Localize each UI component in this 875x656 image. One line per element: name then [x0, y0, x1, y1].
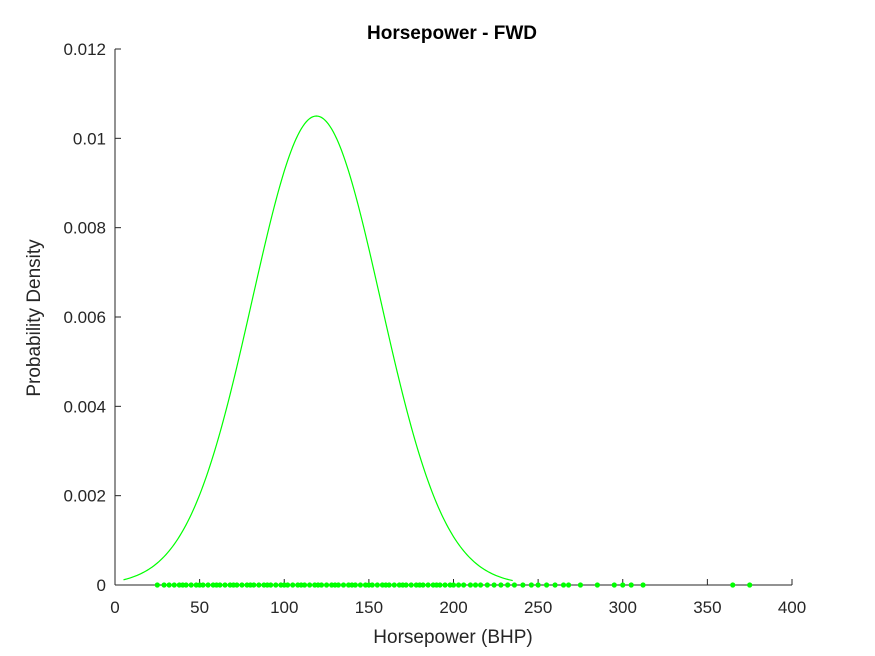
observation-point [161, 582, 167, 588]
x-tick-label: 250 [524, 598, 552, 617]
observation-point [357, 582, 364, 588]
observation-point [628, 582, 634, 588]
x-tick-label: 100 [270, 598, 298, 617]
y-tick-label: 0.01 [73, 129, 106, 148]
observation-point [640, 582, 646, 588]
x-tick-label: 0 [110, 598, 119, 617]
observation-point [268, 582, 274, 588]
observation-point [290, 582, 296, 588]
observation-point [528, 582, 534, 588]
observation-point [386, 582, 392, 588]
observation-point [747, 582, 753, 588]
observation-point [472, 582, 479, 588]
observation-point [594, 582, 600, 588]
observation-point [273, 582, 279, 588]
observation-point [323, 582, 330, 588]
observation-point [205, 582, 211, 588]
observation-point [352, 582, 358, 588]
observation-point [374, 582, 380, 588]
observation-point [560, 582, 567, 588]
observation-point [450, 582, 457, 588]
chart-marks [123, 115, 753, 588]
observation-point [408, 582, 414, 588]
observation-point [335, 582, 342, 588]
y-tick-label: 0.002 [63, 487, 106, 506]
observation-point [285, 582, 291, 588]
observation-point [154, 582, 160, 588]
pdf-curve [123, 115, 513, 582]
observation-point [467, 582, 474, 588]
observation-point [171, 582, 177, 588]
observation-point [498, 582, 504, 588]
observation-point [403, 582, 409, 588]
y-axis-label: Probability Density [24, 239, 45, 397]
observation-point [420, 582, 426, 588]
observation-point [461, 582, 467, 588]
observation-point [577, 582, 584, 588]
observation-point [505, 582, 511, 588]
x-tick-label: 200 [439, 598, 467, 617]
observation-point [730, 582, 736, 588]
y-tick-label: 0.012 [63, 40, 106, 59]
observation-point [256, 582, 262, 588]
y-tick-label: 0 [97, 576, 106, 595]
observation-point [565, 582, 572, 588]
observation-point [620, 582, 626, 588]
x-tick-label: 150 [355, 598, 383, 617]
x-tick-label: 50 [190, 598, 209, 617]
y-tick-label: 0.006 [63, 308, 106, 327]
x-tick-label: 400 [778, 598, 806, 617]
observation-point [183, 582, 189, 588]
observation-point [217, 582, 223, 588]
observation-point [535, 582, 541, 588]
observation-point [552, 582, 558, 588]
observation-point [425, 582, 431, 588]
observation-point [437, 582, 443, 588]
observation-point [301, 582, 308, 588]
x-tick-label: 350 [693, 598, 721, 617]
observation-point [200, 582, 206, 588]
observation-point [491, 582, 497, 588]
observation-point [239, 582, 245, 588]
axes: 0 50 100 150 200 250 300 350 400 0 0.002 0.004 0.006… [63, 40, 806, 617]
observation-point [166, 582, 172, 588]
observation-point [455, 582, 462, 588]
observation-point [611, 582, 617, 588]
observation-point [520, 582, 526, 588]
observation-point [222, 582, 228, 588]
observation-point [234, 582, 240, 588]
observation-point [391, 582, 397, 588]
observation-point [369, 582, 375, 588]
observation-point [477, 582, 484, 588]
observation-point [251, 582, 257, 588]
y-tick-label: 0.008 [63, 219, 106, 238]
y-tick-label: 0.004 [63, 397, 106, 416]
x-axis-label: Horsepower (BHP) [373, 627, 532, 648]
observation-point [543, 582, 550, 588]
chart-title: Horsepower - FWD [367, 23, 537, 44]
observation-point [318, 582, 325, 588]
observation-point [484, 582, 490, 588]
observation-point [188, 582, 194, 588]
x-tick-label: 300 [609, 598, 637, 617]
observation-point [442, 582, 448, 588]
observation-point [307, 582, 313, 588]
observation-point [340, 582, 347, 588]
observation-point [511, 582, 518, 588]
